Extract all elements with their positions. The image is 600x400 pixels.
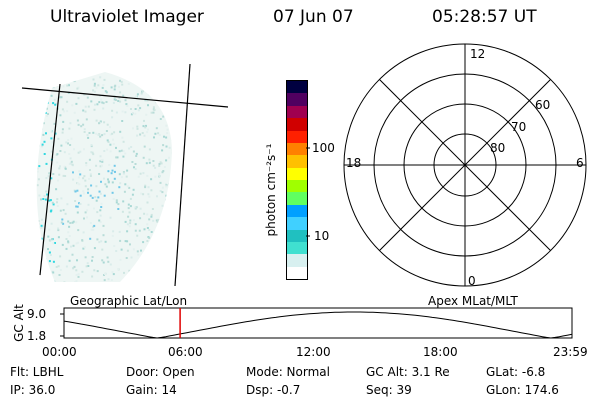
alt-ytick-9: 9.0 — [27, 307, 47, 321]
altitude-curve — [63, 311, 573, 339]
colorbar-segment — [287, 192, 307, 205]
app-title: Ultraviolet Imager — [50, 7, 204, 27]
mlat-label-80: 80 — [490, 141, 506, 155]
colorbar-segment — [287, 105, 307, 119]
colorbar-segment — [287, 167, 307, 180]
info-ip: IP: 36.0 — [10, 383, 56, 397]
info-glon: GLon: 174.6 — [486, 383, 559, 397]
mlt-label-0: 0 — [468, 274, 476, 288]
alt-xtick-1200: 12:00 — [296, 345, 331, 359]
geo-lon-line-right — [174, 63, 191, 287]
colorbar-segment — [287, 118, 307, 131]
info-flt: Flt: LBHL — [10, 365, 64, 379]
colorbar-segment — [287, 155, 307, 168]
alt-xtick-0000: 00:00 — [42, 345, 77, 359]
colorbar-tick-10: 10 — [314, 229, 330, 243]
colorbar-segment — [287, 204, 307, 218]
colorbar-segment — [287, 266, 307, 279]
geo-lat-line — [21, 87, 229, 108]
color-bar — [286, 80, 308, 280]
info-seq: Seq: 39 — [366, 383, 412, 397]
alt-xtick-2359: 23:59 — [553, 345, 588, 359]
alt-ytick-1-8: 1.8 — [27, 329, 47, 343]
info-gcalt: GC Alt: 3.1 Re — [366, 365, 450, 379]
info-mode: Mode: Normal — [246, 365, 330, 379]
mlat-label-60: 60 — [535, 98, 551, 112]
apex-label: Apex MLat/MLT — [428, 294, 518, 308]
altitude-plot-frame — [63, 307, 573, 339]
colorbar-segment — [287, 180, 307, 193]
info-gain: Gain: 14 — [126, 383, 177, 397]
info-glat: GLat: -6.8 — [486, 365, 546, 379]
alt-ylabel: GC Alt — [12, 304, 26, 342]
colorbar-tick-100: 100 — [312, 141, 335, 155]
info-dsp: Dsp: -0.7 — [246, 383, 301, 397]
colorbar-segment — [287, 217, 307, 230]
colorbar-segment — [287, 130, 307, 143]
colorbar-segment — [287, 142, 307, 156]
colorbar-segment — [287, 93, 307, 106]
time-label: 05:28:57 UT — [432, 7, 537, 27]
geo-lon-line-left — [39, 83, 61, 276]
info-door: Door: Open — [126, 365, 195, 379]
alt-xtick-0600: 06:00 — [168, 345, 203, 359]
colorbar-segment — [287, 81, 307, 94]
colorbar-segment — [287, 254, 307, 267]
polar-diagonal — [379, 79, 551, 251]
alt-xtick-1800: 18:00 — [423, 345, 458, 359]
mlt-label-12: 12 — [470, 47, 486, 61]
colorbar-segment — [287, 229, 307, 242]
colorbar-segment — [287, 241, 307, 255]
mlt-label-6: 6 — [576, 156, 584, 170]
mlt-label-18: 18 — [346, 156, 362, 170]
mlat-label-70: 70 — [511, 120, 527, 134]
date-label: 07 Jun 07 — [273, 7, 354, 27]
geographic-label: Geographic Lat/Lon — [70, 294, 188, 308]
